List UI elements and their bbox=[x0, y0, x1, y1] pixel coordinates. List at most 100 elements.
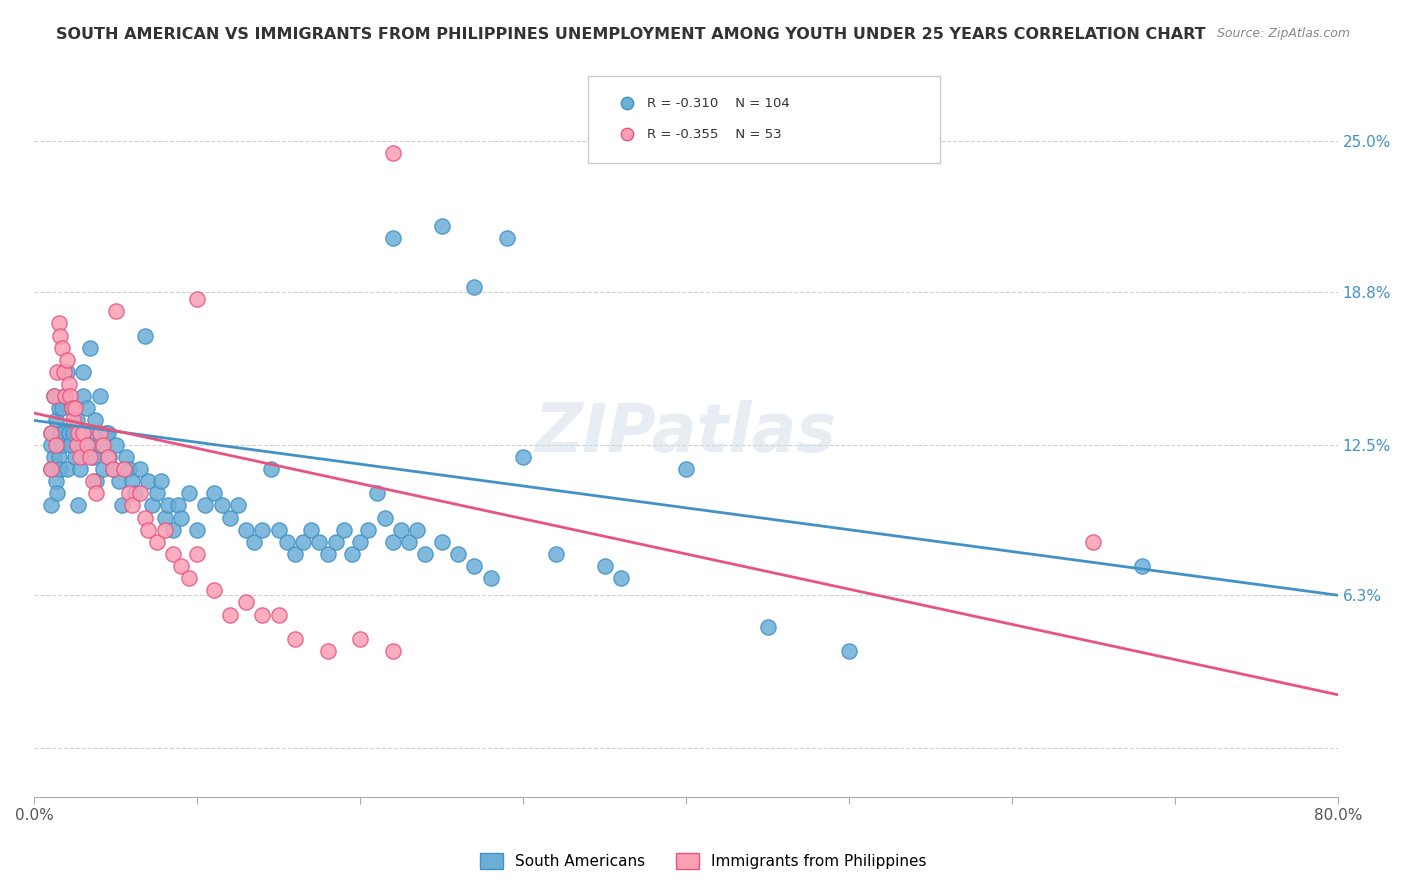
Point bbox=[430, 219, 453, 234]
Point bbox=[82, 474, 104, 488]
Point bbox=[108, 474, 131, 488]
Point bbox=[58, 425, 80, 440]
Point bbox=[52, 425, 75, 440]
Point bbox=[111, 499, 134, 513]
Point bbox=[59, 438, 82, 452]
Point bbox=[374, 510, 396, 524]
Point bbox=[39, 425, 62, 440]
Point bbox=[46, 438, 69, 452]
Point bbox=[186, 523, 208, 537]
Point bbox=[153, 510, 176, 524]
Point bbox=[97, 425, 120, 440]
Point bbox=[170, 510, 193, 524]
Point bbox=[381, 146, 404, 161]
Point bbox=[430, 534, 453, 549]
Point bbox=[45, 474, 67, 488]
Point bbox=[267, 523, 290, 537]
Point bbox=[118, 462, 141, 476]
Point bbox=[153, 523, 176, 537]
Point bbox=[357, 523, 380, 537]
Point bbox=[349, 534, 371, 549]
Point bbox=[53, 389, 76, 403]
Point bbox=[259, 462, 281, 476]
Point bbox=[53, 389, 76, 403]
Point bbox=[121, 499, 143, 513]
Point bbox=[66, 413, 89, 427]
Point bbox=[398, 534, 420, 549]
Point bbox=[91, 438, 114, 452]
Point bbox=[325, 534, 347, 549]
Point bbox=[48, 401, 70, 416]
Point bbox=[84, 474, 107, 488]
Point bbox=[276, 534, 298, 549]
Point bbox=[381, 644, 404, 658]
Point bbox=[76, 401, 98, 416]
Point bbox=[366, 486, 388, 500]
Point bbox=[89, 438, 111, 452]
Point bbox=[1083, 534, 1105, 549]
Point bbox=[67, 499, 90, 513]
Point bbox=[39, 499, 62, 513]
Point bbox=[226, 499, 249, 513]
Point bbox=[91, 462, 114, 476]
Text: R = -0.355    N = 53: R = -0.355 N = 53 bbox=[647, 128, 782, 141]
Point bbox=[145, 534, 167, 549]
Point bbox=[69, 462, 91, 476]
Point bbox=[340, 547, 363, 561]
Point bbox=[141, 499, 163, 513]
Point bbox=[51, 341, 73, 355]
Point bbox=[39, 425, 62, 440]
Point bbox=[51, 401, 73, 416]
Point bbox=[495, 231, 517, 245]
Point bbox=[406, 523, 429, 537]
Point bbox=[479, 571, 502, 585]
Point bbox=[186, 547, 208, 561]
Point bbox=[49, 328, 72, 343]
Point bbox=[179, 486, 201, 500]
Point bbox=[56, 462, 79, 476]
Point bbox=[124, 486, 146, 500]
Point bbox=[156, 499, 179, 513]
Point bbox=[150, 474, 173, 488]
Point bbox=[80, 425, 103, 440]
Point bbox=[46, 486, 69, 500]
Point bbox=[72, 365, 94, 379]
Point bbox=[134, 510, 156, 524]
Point bbox=[42, 450, 65, 464]
Point bbox=[162, 547, 184, 561]
Point bbox=[52, 365, 75, 379]
Point bbox=[284, 547, 307, 561]
Point bbox=[89, 389, 111, 403]
Point bbox=[59, 389, 82, 403]
Point bbox=[58, 377, 80, 392]
Point bbox=[62, 413, 84, 427]
Point bbox=[77, 438, 100, 452]
Point bbox=[179, 571, 201, 585]
Point bbox=[610, 571, 633, 585]
Point bbox=[79, 341, 101, 355]
Point bbox=[67, 425, 90, 440]
Point bbox=[138, 523, 160, 537]
Point bbox=[56, 352, 79, 367]
Point bbox=[284, 632, 307, 646]
Point bbox=[138, 474, 160, 488]
Point bbox=[84, 486, 107, 500]
Point bbox=[83, 413, 105, 427]
Point bbox=[252, 607, 274, 622]
Point bbox=[129, 462, 152, 476]
Point bbox=[381, 231, 404, 245]
Point bbox=[76, 438, 98, 452]
Point bbox=[104, 438, 127, 452]
Point bbox=[170, 559, 193, 574]
Point bbox=[98, 450, 121, 464]
Point bbox=[134, 328, 156, 343]
Point bbox=[48, 317, 70, 331]
Text: SOUTH AMERICAN VS IMMIGRANTS FROM PHILIPPINES UNEMPLOYMENT AMONG YOUTH UNDER 25 : SOUTH AMERICAN VS IMMIGRANTS FROM PHILIP… bbox=[56, 27, 1206, 42]
Point bbox=[162, 523, 184, 537]
Point bbox=[194, 499, 217, 513]
Point bbox=[79, 450, 101, 464]
Point bbox=[202, 486, 225, 500]
Point bbox=[243, 534, 266, 549]
Point bbox=[316, 644, 339, 658]
Point bbox=[39, 462, 62, 476]
